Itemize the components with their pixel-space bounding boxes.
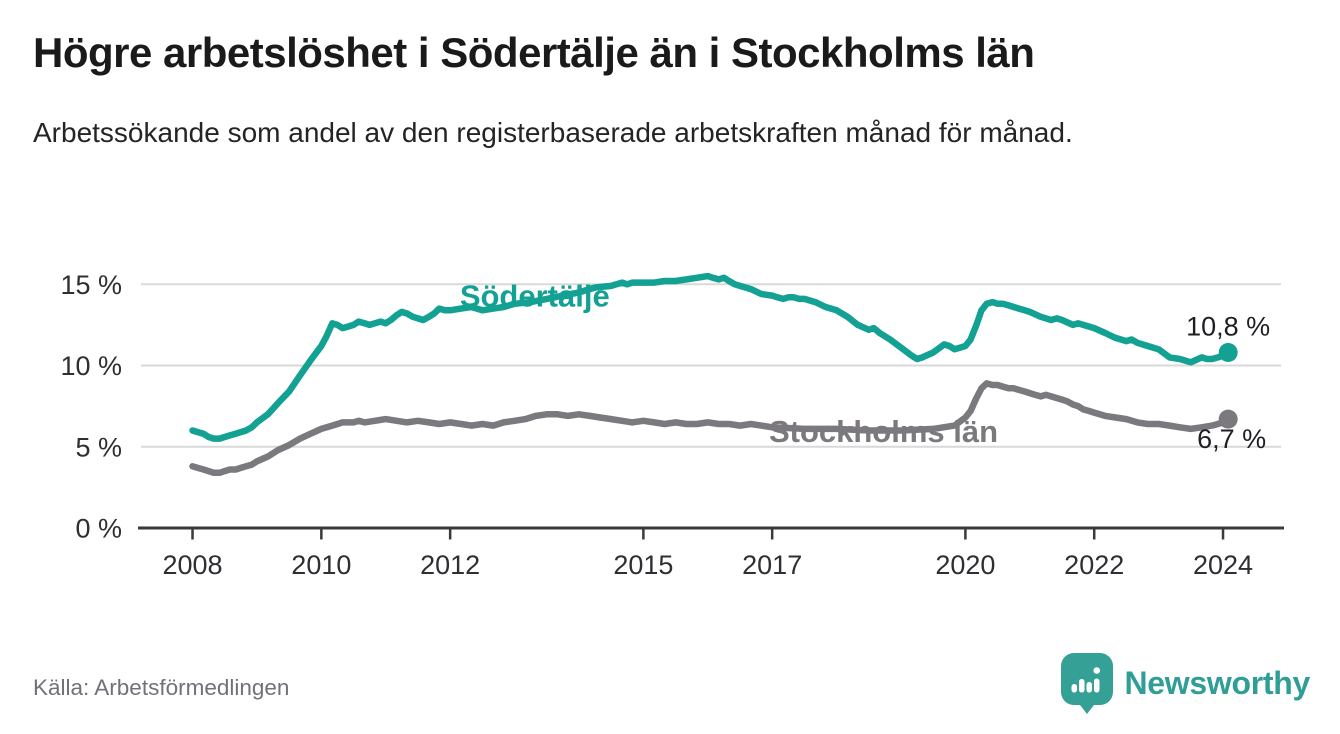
- stockholms-l-n-line: [189, 380, 1232, 477]
- newsworthy-logo: Newsworthy: [1060, 652, 1311, 714]
- x-axis-label-2022: 2022: [1064, 550, 1124, 580]
- newsworthy-logo-icon: [1060, 653, 1113, 714]
- stockholms-l-n-series-label: Stockholms län: [769, 414, 998, 449]
- chart-subtitle: Arbetssökande som andel av den registerb…: [33, 117, 1073, 148]
- mini-bar-chart-glyph: [1071, 667, 1100, 693]
- x-axis-label-2015: 2015: [613, 550, 673, 580]
- y-axis-label-0: 0 %: [75, 514, 122, 544]
- s-dert-lje-end-dot: [1218, 343, 1238, 362]
- s-dert-lje-line: [189, 272, 1232, 442]
- stockholms-l-n-end-value-label: 6,7 %: [1197, 424, 1266, 454]
- s-dert-lje-end-value-label: 10,8 %: [1186, 312, 1270, 342]
- x-axis-label-2024: 2024: [1193, 550, 1253, 580]
- stockholms-l-n-end-dot: [1218, 409, 1238, 429]
- y-axis-label-5: 5 %: [75, 432, 122, 462]
- x-axis-label-2010: 2010: [291, 550, 351, 580]
- y-axis-label-10: 10 %: [60, 351, 122, 381]
- x-axis-label-2020: 2020: [935, 550, 995, 580]
- source-note: Källa: Arbetsförmedlingen: [33, 675, 290, 700]
- page-title: Högre arbetslöshet i Södertälje än i Sto…: [33, 29, 1035, 76]
- y-axis-label-15: 15 %: [60, 270, 122, 300]
- s-dert-lje-series-label: Södertälje: [460, 279, 610, 314]
- x-axis-label-2008: 2008: [162, 550, 222, 580]
- newsworthy-wordmark: Newsworthy: [1124, 664, 1311, 701]
- x-axis-label-2012: 2012: [420, 550, 480, 580]
- unemployment-line-chart: 0 % 5 % 10 % 15 % 2008 2010 2012 2015 2017 2020 20…: [60, 270, 1284, 580]
- x-axis-label-2017: 2017: [742, 550, 802, 580]
